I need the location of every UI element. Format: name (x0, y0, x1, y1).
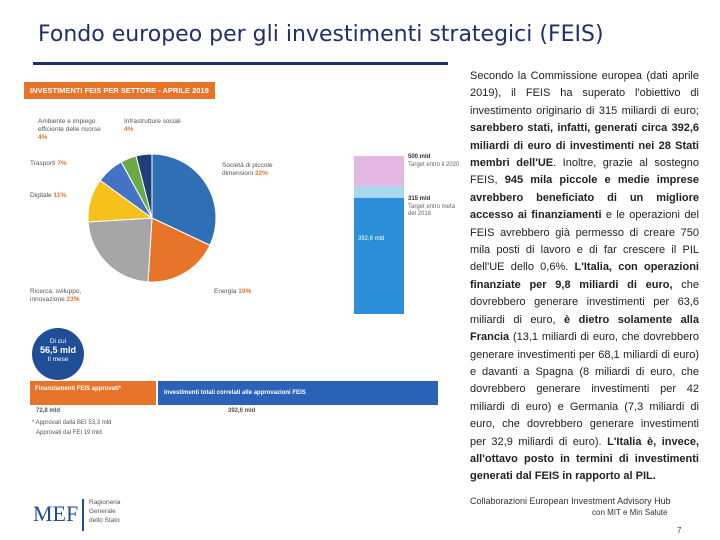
logo-mark: MEF (33, 501, 79, 526)
body-paragraph: Secondo la Commissione europea (dati apr… (470, 70, 700, 483)
bar-target-mid-note: Target entro metà del 2018 (408, 204, 456, 217)
financing-value: 72,8 mld (36, 408, 61, 414)
bar-segment-current (354, 198, 404, 314)
target-bar (354, 156, 404, 314)
strip-investments: Investimenti totali correlati alle appro… (158, 381, 438, 405)
investments-value: 392,6 mld (228, 408, 256, 414)
pie-slice-2 (87, 217, 153, 283)
label-ricerca: Ricerca, sviluppo, innovazione 23% (30, 288, 82, 303)
pie-slice-0 (151, 153, 217, 246)
bar-target-top: 500 mld (408, 154, 431, 160)
circle-line3: Il mese (47, 356, 69, 363)
circle-line1: Di cui (49, 338, 67, 345)
page-number: 7 (677, 526, 682, 535)
circle-value: 56,5 mld (39, 345, 77, 355)
pie-slice-1 (147, 217, 211, 283)
monthly-circle: Di cui 56,5 mld Il mese (32, 328, 84, 380)
bar-segment-target-2018 (354, 186, 404, 198)
note-fei: Approvati dal FEI 19 mld (36, 430, 102, 436)
footer-collaboration-partners: con MIT e Min Salute (592, 508, 668, 517)
pie-slice-6 (135, 153, 153, 219)
label-digitale: Digitale 11% (30, 192, 67, 199)
label-trasporti: Trasporti 7% (30, 160, 67, 167)
title-underline (33, 62, 448, 65)
note-bei: * Approvati dalla BEI 53,3 mld (32, 420, 112, 426)
label-pmi: Società di piccole dimensioni 32% (222, 162, 273, 177)
logo-separator (82, 499, 84, 531)
label-infrastrutture: Infrastrutture sociali 4% (124, 118, 181, 133)
sector-pie-chart (87, 153, 217, 283)
strip-financing: Finanziamenti FEIS approvati* (30, 381, 156, 405)
bar-current-value: 392,6 mld (358, 236, 385, 242)
bar-segment-target-2020 (354, 156, 404, 186)
slide-title: Fondo europeo per gli investimenti strat… (38, 22, 604, 47)
bar-target-mid: 315 mld (408, 196, 431, 202)
label-ambiente: Ambiente e impiego efficiente delle riso… (38, 118, 101, 141)
feis-infographic: INVESTIMENTI FEIS PER SETTORE - APRILE 2… (24, 78, 464, 448)
logo-name: Ragioneria Generale dello Stato (89, 499, 121, 524)
label-energia: Energia 19% (214, 288, 252, 295)
infographic-banner: INVESTIMENTI FEIS PER SETTORE - APRILE 2… (24, 82, 215, 99)
mef-logo: MEF Ragioneria Generale dello Stato (33, 497, 153, 533)
footer-collaboration: Collaborazioni European Investment Advis… (470, 496, 671, 506)
bar-target-top-note: Target entro il 2020 (408, 162, 460, 168)
